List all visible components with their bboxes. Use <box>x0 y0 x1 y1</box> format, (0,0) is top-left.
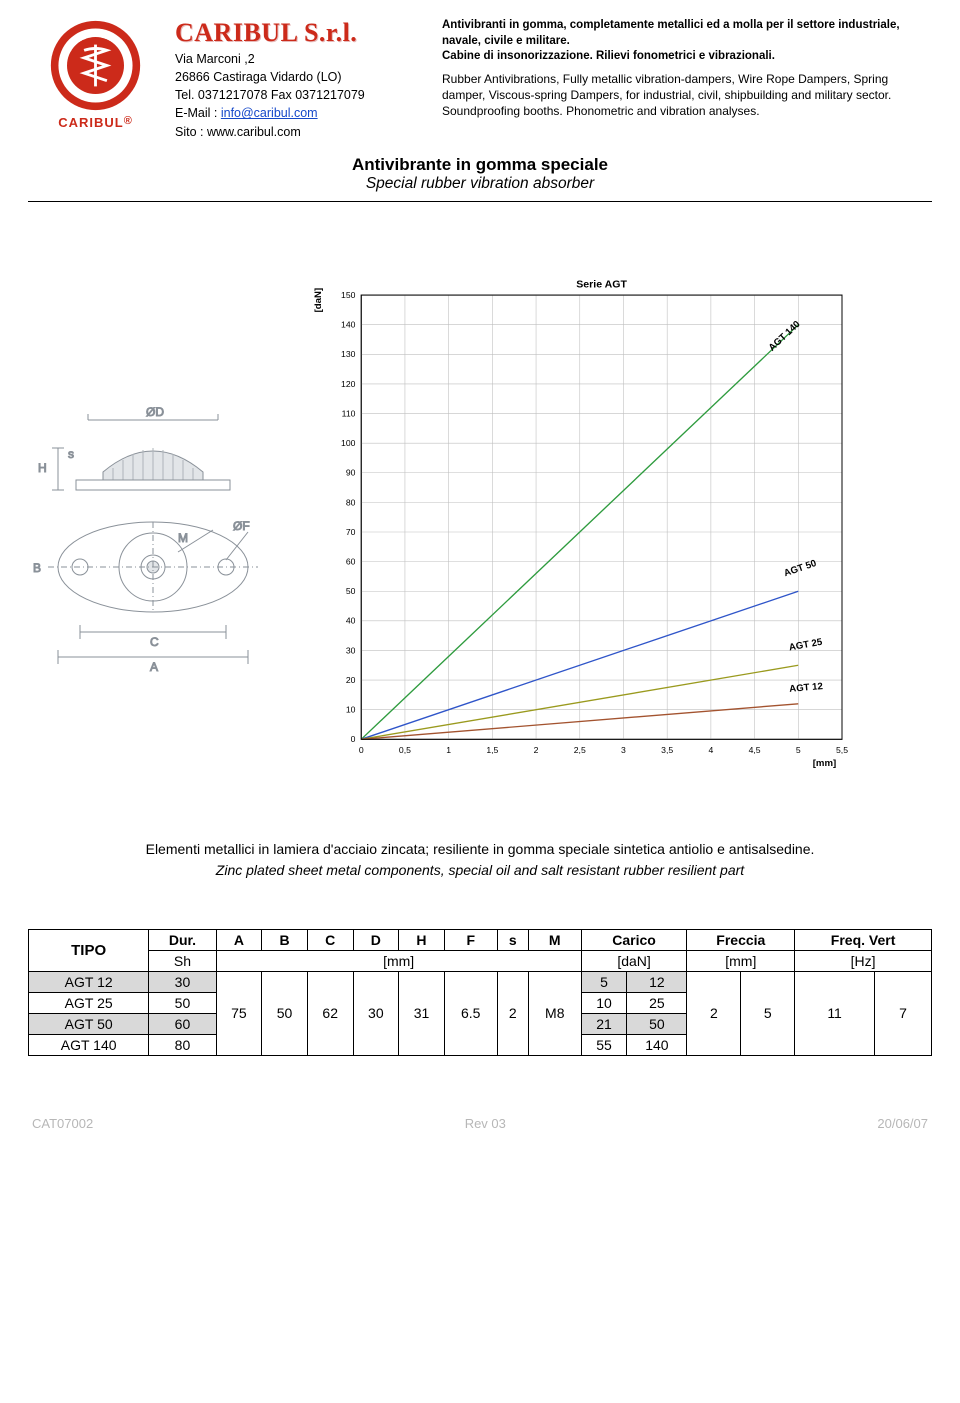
svg-text:20: 20 <box>346 675 356 685</box>
doc-date: 20/06/07 <box>877 1116 928 1131</box>
svg-text:2,5: 2,5 <box>574 744 586 754</box>
letterhead: CARIBUL S.r.l. CARIBUL® CARIBUL S.r.l. V… <box>28 18 932 141</box>
svg-text:140: 140 <box>341 319 356 329</box>
svg-text:0,5: 0,5 <box>399 744 411 754</box>
svg-text:100: 100 <box>341 438 356 448</box>
svg-text:10: 10 <box>346 704 356 714</box>
svg-text:70: 70 <box>346 527 356 537</box>
doc-rev: Rev 03 <box>465 1116 506 1131</box>
col-c: C <box>307 929 353 950</box>
page-title: Antivibrante in gomma speciale Special r… <box>28 155 932 193</box>
col-s: s <box>497 929 528 950</box>
col-tipo: TIPO <box>29 929 149 971</box>
product-summary: Antivibranti in gomma, completamente met… <box>442 18 932 141</box>
address-line: Via Marconi ,2 <box>175 50 430 68</box>
svg-text:s: s <box>68 447 74 461</box>
svg-text:[mm]: [mm] <box>813 758 837 769</box>
svg-text:3: 3 <box>621 744 626 754</box>
load-deflection-chart: 0 10 20 30 40 50 60 70 80 90 100 110 120 130 140 150 0 0,… <box>292 272 932 777</box>
svg-text:1: 1 <box>446 744 451 754</box>
svg-text:A: A <box>150 660 158 674</box>
technical-drawing: ØD H s <box>28 272 278 717</box>
site-line: Sito : www.caribul.com <box>175 123 430 141</box>
col-dur: Dur. <box>149 929 216 950</box>
drawing-svg: ØD H s <box>28 402 278 712</box>
table-units-row: Sh [mm] [daN] [mm] [Hz] <box>29 950 932 971</box>
doc-code: CAT07002 <box>32 1116 93 1131</box>
company-address: CARIBUL S.r.l. Via Marconi ,2 26866 Cast… <box>175 18 430 141</box>
svg-text:C: C <box>150 635 159 649</box>
svg-text:80: 80 <box>346 497 356 507</box>
material-description: Elementi metallici in lamiera d'acciaio … <box>28 839 932 881</box>
divider <box>28 201 932 202</box>
page-footer: CAT07002 Rev 03 20/06/07 <box>28 1116 932 1131</box>
svg-text:40: 40 <box>346 615 356 625</box>
svg-text:130: 130 <box>341 349 356 359</box>
svg-text:2: 2 <box>534 744 539 754</box>
company-name: CARIBUL S.r.l. <box>175 18 430 48</box>
svg-text:ØF: ØF <box>233 519 250 533</box>
company-seal-icon: CARIBUL S.r.l. <box>48 18 143 113</box>
col-f: F <box>444 929 497 950</box>
svg-text:Serie AGT: Serie AGT <box>576 278 627 290</box>
email-line: E-Mail : info@caribul.com <box>175 104 430 122</box>
table-header-row: TIPO Dur. A B C D H F s M Carico Freccia… <box>29 929 932 950</box>
svg-text:60: 60 <box>346 556 356 566</box>
svg-text:0: 0 <box>351 734 356 744</box>
spec-table: TIPO Dur. A B C D H F s M Carico Freccia… <box>28 929 932 1056</box>
col-d: D <box>353 929 399 950</box>
svg-text:90: 90 <box>346 467 356 477</box>
svg-text:5,5: 5,5 <box>836 744 848 754</box>
svg-text:5: 5 <box>796 744 801 754</box>
brand-wordmark: CARIBUL® <box>58 115 133 130</box>
svg-text:H: H <box>38 461 47 475</box>
address-line: Tel. 0371217078 Fax 0371217079 <box>175 86 430 104</box>
email-link[interactable]: info@caribul.com <box>221 106 318 120</box>
svg-text:120: 120 <box>341 378 356 388</box>
svg-text:1,5: 1,5 <box>486 744 498 754</box>
svg-text:50: 50 <box>346 586 356 596</box>
svg-text:110: 110 <box>342 408 356 418</box>
svg-text:0: 0 <box>359 744 364 754</box>
svg-text:M: M <box>178 531 188 545</box>
col-carico: Carico <box>581 929 687 950</box>
address-line: 26866 Castiraga Vidardo (LO) <box>175 68 430 86</box>
svg-text:4: 4 <box>708 744 713 754</box>
logo-column: CARIBUL S.r.l. CARIBUL® <box>28 18 163 141</box>
svg-text:30: 30 <box>346 645 356 655</box>
svg-text:4,5: 4,5 <box>749 744 761 754</box>
table-row: AGT 12 30 75 50 62 30 31 6.5 2 M8 5 12 2… <box>29 971 932 992</box>
col-a: A <box>216 929 262 950</box>
svg-text:B: B <box>33 561 41 575</box>
col-freccia: Freccia <box>687 929 795 950</box>
col-b: B <box>262 929 308 950</box>
svg-text:ØD: ØD <box>146 405 164 419</box>
col-h: H <box>399 929 445 950</box>
col-freq: Freq. Vert <box>795 929 932 950</box>
col-m: M <box>528 929 581 950</box>
svg-text:3,5: 3,5 <box>661 744 673 754</box>
svg-text:150: 150 <box>341 290 356 300</box>
svg-text:[daN]: [daN] <box>313 287 324 312</box>
